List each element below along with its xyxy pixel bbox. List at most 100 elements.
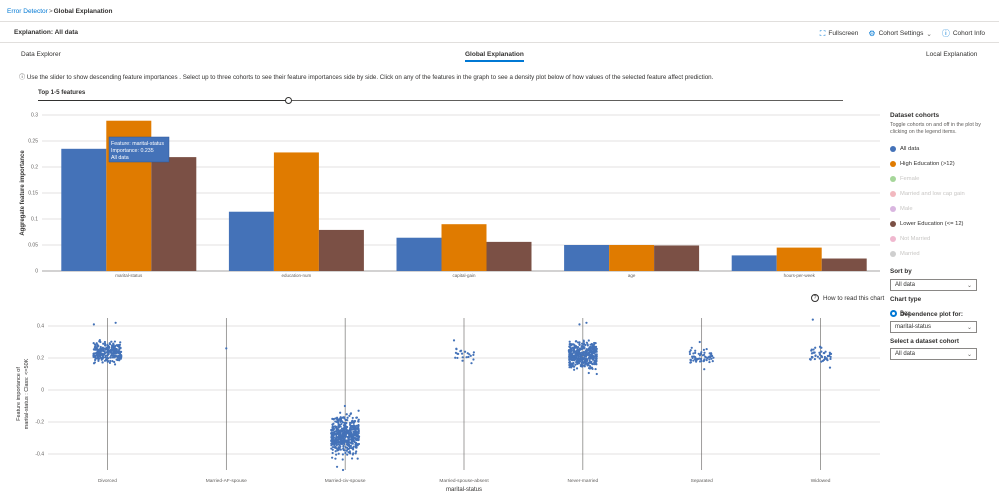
data-point [580,348,583,351]
data-point [110,351,113,355]
legend-item[interactable]: Married [890,246,990,261]
legend-dot-icon [890,190,896,197]
data-point [332,422,335,425]
chart-type-box-radio[interactable]: Box [890,310,910,317]
data-point [340,422,343,426]
legend-item[interactable]: Married and low cap gain [890,186,990,201]
data-point [586,343,589,346]
data-point [353,425,357,428]
data-point [348,436,351,439]
how-to-read-link[interactable]: ? How to read this chart [811,294,884,302]
data-point [120,355,123,358]
data-point [342,429,346,432]
data-point [339,420,342,423]
data-point [590,355,594,358]
legend-item[interactable]: Not Married [890,231,990,246]
data-point [594,362,598,365]
data-point [96,352,99,356]
legend-item[interactable]: Male [890,201,990,216]
data-point [331,451,334,455]
data-point [354,437,357,440]
data-point [820,346,823,349]
tab-data-explorer[interactable]: Data Explorer [21,51,61,58]
data-point [342,439,345,442]
legend-item[interactable]: All data [890,141,990,156]
data-point [575,359,579,362]
data-point [580,345,583,349]
data-point [698,340,701,344]
data-point [338,441,341,444]
bar [821,258,867,271]
data-point [336,431,339,434]
feature-slider-track[interactable] [38,100,843,101]
data-point [345,427,348,430]
data-point [355,450,358,453]
data-point [568,354,572,358]
legend-item[interactable]: Female [890,171,990,186]
data-point [349,444,352,448]
data-point [595,350,598,353]
data-point [345,426,348,429]
data-point [335,433,338,436]
data-point [466,352,469,355]
data-point [346,431,349,434]
select-cohort-dropdown[interactable]: All data ⌄ [890,348,977,360]
data-point [569,348,572,352]
data-point [340,434,343,437]
sort-by-dropdown[interactable]: All data ⌄ [890,279,977,291]
tab-local-explanation[interactable]: Local Explanation [926,51,978,58]
data-point [353,436,357,440]
data-point [352,437,355,441]
data-point [593,348,596,351]
data-point [108,350,112,353]
data-point [100,352,103,355]
legend-item[interactable]: Lower Education (<= 12) [890,216,990,231]
data-point [112,342,115,345]
data-point [333,442,336,445]
data-point [578,341,581,344]
data-point [340,442,343,445]
data-point [104,356,107,359]
data-point [356,427,360,430]
data-point [569,365,572,368]
cohort-info-button[interactable]: ⓘ Cohort Info [942,28,985,39]
data-point [92,348,95,351]
data-point [118,343,122,346]
fullscreen-button[interactable]: ⛶ Fullscreen [820,28,859,39]
data-point [567,349,570,353]
data-point [338,431,341,435]
feature-slider-thumb[interactable] [285,97,292,104]
data-point [108,342,111,345]
data-point [595,363,598,366]
data-point [588,359,591,363]
data-point [112,345,115,348]
data-point [708,355,711,358]
data-point [106,346,109,349]
legend-dot-icon [890,145,896,152]
data-point [356,443,359,446]
data-point [97,358,100,361]
data-point [574,357,577,361]
data-point [820,355,824,359]
legend-item[interactable]: High Education (>12) [890,156,990,171]
data-point [336,428,339,431]
data-point [350,435,353,438]
data-point [99,352,103,355]
data-point [568,342,571,346]
cohort-settings-button[interactable]: ⚙ Cohort Settings ⌄ [868,28,931,39]
data-point [113,347,116,350]
data-point [582,358,585,361]
data-point [577,358,580,361]
data-point [330,447,333,450]
dependence-feature-dropdown[interactable]: marital-status ⌄ [890,321,977,333]
data-point [818,345,822,348]
data-point [573,346,576,349]
data-point [339,429,342,432]
data-point [591,343,594,347]
tab-global-explanation[interactable]: Global Explanation [465,51,524,62]
data-point [583,346,586,349]
data-point [568,361,571,364]
data-point [459,350,462,353]
breadcrumb-error-detector[interactable]: Error Detector [7,8,48,15]
data-point [571,346,575,349]
